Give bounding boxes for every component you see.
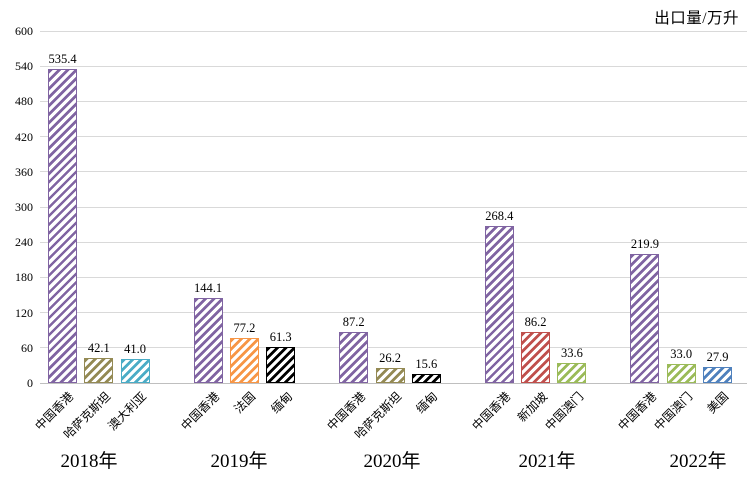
gridline xyxy=(40,30,747,32)
bar-中国香港 xyxy=(48,68,77,383)
bar-美国 xyxy=(703,366,732,383)
bar-缅甸 xyxy=(411,373,441,383)
bar-缅甸 xyxy=(266,347,296,383)
y-axis-tick-label: 180 xyxy=(15,270,33,285)
category-label: 澳大利亚 xyxy=(105,389,150,434)
category-label: 中国香港 xyxy=(469,389,514,434)
year-label: 2018年 xyxy=(60,451,118,472)
bar-中国香港 xyxy=(193,298,223,383)
gridline xyxy=(40,347,747,349)
category-label: 中国澳门 xyxy=(542,389,587,434)
gridline xyxy=(40,206,747,208)
chart-title: 出口量/万升 xyxy=(654,10,739,27)
category-label: 缅甸 xyxy=(413,389,441,417)
y-axis-tick-label: 0 xyxy=(27,376,33,390)
y-axis-tick-label: 120 xyxy=(15,305,33,320)
bar-value-label: 33.6 xyxy=(560,346,583,361)
bar-哈萨克斯坦 xyxy=(375,367,405,383)
y-axis-tick-label: 240 xyxy=(15,235,33,250)
gridline xyxy=(40,100,747,102)
bar-哈萨克斯坦 xyxy=(84,358,114,383)
bar-中国香港 xyxy=(484,225,514,383)
category-label: 缅甸 xyxy=(268,389,295,417)
category-label: 美国 xyxy=(704,389,732,417)
y-axis-tick-label: 600 xyxy=(15,24,33,38)
year-label: 2021年 xyxy=(518,451,576,472)
bar-法国 xyxy=(229,337,259,383)
bar-value-label: 33.0 xyxy=(670,346,693,361)
gridline xyxy=(40,312,747,314)
category-label: 中国香港 xyxy=(178,389,223,434)
y-axis-tick-label: 480 xyxy=(15,94,33,109)
bar-value-label: 86.2 xyxy=(524,315,547,330)
category-label: 中国澳门 xyxy=(651,389,696,434)
bar-澳大利亚 xyxy=(120,358,150,383)
gridline xyxy=(40,276,747,278)
y-axis-tick-label: 420 xyxy=(15,129,33,144)
bar-中国香港 xyxy=(339,331,369,383)
bar-value-label: 61.3 xyxy=(269,330,292,345)
bar-新加坡 xyxy=(521,332,551,383)
category-label: 法国 xyxy=(231,389,259,417)
category-label: 中国香港 xyxy=(615,389,660,434)
bar-value-label: 26.2 xyxy=(379,350,401,365)
bar-value-label: 41.0 xyxy=(124,341,147,356)
bar-中国香港 xyxy=(630,253,660,383)
year-label: 2022年 xyxy=(669,451,727,472)
year-label: 2020年 xyxy=(363,451,421,472)
gridline xyxy=(40,136,747,138)
x-axis-line xyxy=(40,382,747,384)
bar-value-label: 535.4 xyxy=(48,51,77,66)
bar-value-label: 144.1 xyxy=(194,281,223,296)
gridline xyxy=(40,171,747,173)
y-axis-tick-label: 540 xyxy=(15,59,33,74)
bar-value-label: 77.2 xyxy=(233,320,256,335)
bar-中国澳门 xyxy=(557,363,587,383)
y-axis-tick-label: 360 xyxy=(15,164,33,179)
year-label: 2019年 xyxy=(210,451,268,472)
gridline xyxy=(40,241,747,243)
gridline xyxy=(40,65,747,67)
bar-value-label: 42.1 xyxy=(87,341,110,356)
bar-中国澳门 xyxy=(666,363,696,383)
y-axis-tick-label: 60 xyxy=(21,340,33,355)
bar-value-label: 27.9 xyxy=(706,349,729,364)
bar-value-label: 15.6 xyxy=(415,356,438,371)
bar-value-label: 268.4 xyxy=(485,208,514,223)
bar-value-label: 87.2 xyxy=(342,314,365,329)
y-axis-tick-label: 300 xyxy=(15,200,33,214)
bar-value-label: 219.9 xyxy=(630,236,659,251)
